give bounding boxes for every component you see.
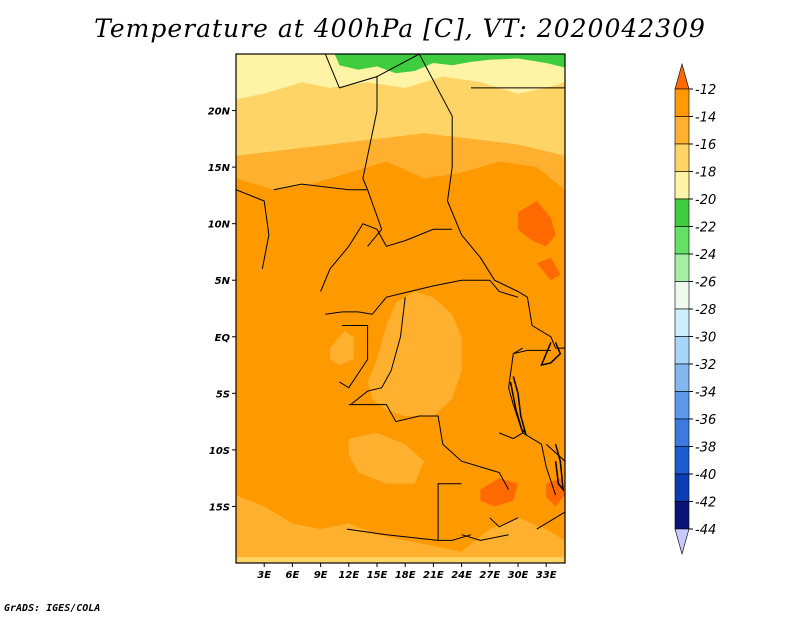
lat-tick-label: 5S — [216, 389, 230, 400]
colorbar-swatch — [674, 418, 690, 447]
colorbar-label: -34 — [695, 386, 716, 401]
colorbar-swatch — [674, 253, 690, 282]
border-line — [437, 483, 462, 541]
border-line — [376, 54, 420, 78]
country-borders — [236, 54, 565, 541]
border-line — [489, 517, 519, 528]
colorbar-label: -38 — [695, 441, 716, 456]
temperature-shade — [367, 291, 462, 416]
colorbar-legend: -12 -14 -16 -18 -20 -22 -24 -26 -28 -30 -32 -34 -36 -… — [674, 62, 716, 556]
border-line — [350, 297, 406, 405]
border-line — [348, 404, 510, 490]
lon-tick-label: 33E — [536, 570, 557, 581]
border-line — [325, 311, 373, 315]
credit-label: GrADS: IGES/COLA — [4, 603, 101, 614]
colorbar-swatch — [674, 281, 690, 310]
colorbar-swatch — [674, 62, 690, 90]
lon-tick-label: 9E — [314, 570, 328, 581]
lake-outline — [554, 444, 565, 492]
border-line — [545, 443, 565, 462]
colorbar-swatch — [674, 143, 690, 172]
colorbar-swatch — [674, 198, 690, 227]
colorbar-label: -30 — [695, 331, 716, 346]
map-title: Temperature at 400hPa [C], VT: 202004230… — [94, 14, 706, 43]
lon-tick-label: 12E — [338, 570, 359, 581]
temperature-shade — [330, 331, 354, 366]
lat-tick-label: 15N — [208, 163, 231, 174]
colorbar-swatch — [674, 308, 690, 337]
latitude-axis: 20N 15N 10N 5N EQ 5S 10S 15S — [208, 107, 236, 513]
colorbar-label: -16 — [695, 138, 716, 153]
longitude-axis: 3E 6E 9E 12E 15E 18E 21E 24E 27E 30E 33E — [257, 563, 557, 581]
lake-outline — [509, 376, 527, 436]
border-line — [324, 54, 378, 111]
lon-tick-label: 6E — [286, 570, 300, 581]
colorbar-label: -36 — [695, 413, 716, 428]
lon-tick-label: 15E — [367, 570, 388, 581]
border-line — [371, 279, 519, 315]
colorbar-label: -28 — [695, 303, 716, 318]
lat-tick-label: 20N — [208, 107, 231, 118]
lat-tick-label: 5N — [215, 276, 231, 287]
colorbar-label: -26 — [695, 276, 716, 291]
lake-outline — [540, 342, 562, 367]
temperature-shade — [518, 201, 556, 247]
lon-tick-label: 27E — [479, 570, 500, 581]
lon-tick-label: 18E — [395, 570, 416, 581]
border-line — [339, 325, 369, 389]
border-line — [461, 534, 509, 541]
temperature-shade — [348, 432, 424, 484]
colorbar-swatch — [674, 116, 690, 145]
colorbar-swatch — [674, 363, 690, 392]
border-line — [273, 183, 368, 191]
border-line — [513, 349, 551, 355]
temperature-field — [236, 54, 565, 563]
map-frame — [235, 53, 566, 564]
colorbar-label: -40 — [695, 468, 716, 483]
colorbar-label: -20 — [695, 193, 716, 208]
border-line — [499, 432, 523, 440]
colorbar-swatch — [674, 391, 690, 420]
border-line — [236, 189, 270, 269]
lat-tick-label: 15S — [209, 502, 230, 513]
lat-tick-label: 10N — [208, 220, 231, 231]
colorbar-swatch — [674, 88, 690, 117]
colorbar-swatch — [674, 528, 690, 556]
lon-tick-label: 30E — [508, 570, 529, 581]
lon-tick-label: 24E — [451, 570, 472, 581]
colorbar-label: -44 — [695, 523, 716, 538]
temperature-shade — [536, 257, 561, 281]
colorbar-label: -18 — [695, 166, 716, 181]
colorbar-label: -42 — [695, 496, 716, 511]
lon-tick-label: 3E — [257, 570, 271, 581]
temperature-shade — [236, 54, 565, 100]
colorbar-label: -22 — [695, 221, 716, 236]
lat-tick-label: EQ — [215, 333, 231, 344]
colorbar-swatch — [674, 473, 690, 502]
colorbar-label: -12 — [695, 83, 716, 98]
border-line — [418, 54, 528, 298]
border-line — [320, 223, 453, 292]
colorbar-swatch — [674, 336, 690, 365]
temperature-shade — [480, 478, 518, 507]
lat-tick-label: 10S — [209, 446, 230, 457]
colorbar-swatch — [674, 501, 690, 530]
border-line — [536, 511, 565, 530]
colorbar-swatch — [674, 171, 690, 200]
colorbar-label: -32 — [695, 358, 716, 373]
colorbar-label: -24 — [695, 248, 716, 263]
colorbar-swatch — [674, 446, 690, 475]
lon-tick-label: 21E — [423, 570, 444, 581]
colorbar-swatch — [674, 226, 690, 255]
colorbar-label: -14 — [695, 111, 716, 126]
